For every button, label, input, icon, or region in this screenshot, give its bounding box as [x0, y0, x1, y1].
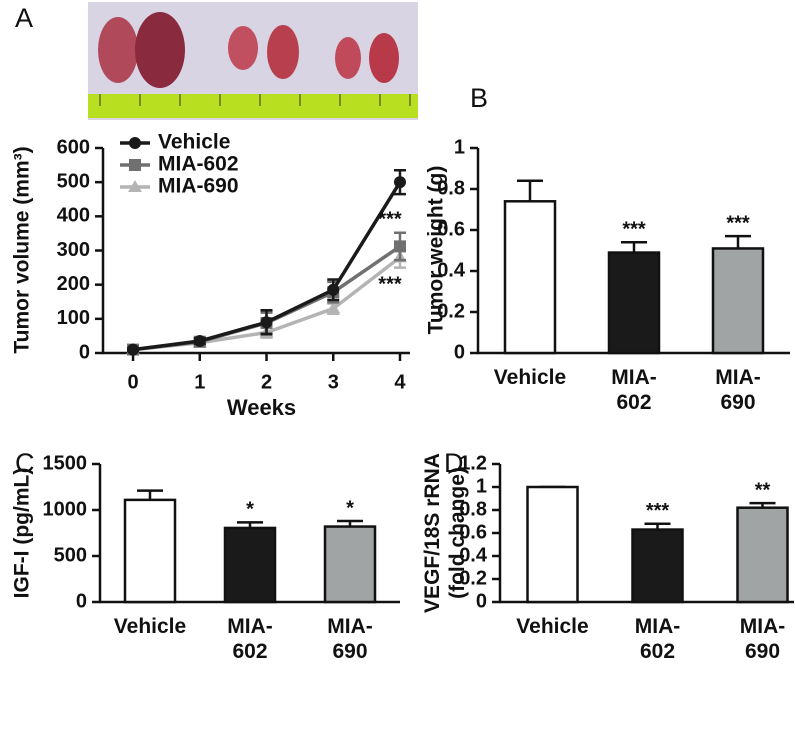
legend-marker — [128, 180, 142, 192]
bar — [323, 525, 377, 604]
x-tick-label: Vehicle — [493, 366, 567, 389]
y-axis-label: VEGF/18S rRNA (fold change) — [421, 453, 469, 613]
significance: *** — [726, 212, 750, 234]
bar — [711, 247, 765, 355]
y-tick-label: 400 — [57, 205, 90, 227]
bar — [223, 526, 277, 604]
significance: ** — [755, 479, 771, 501]
y-tick-label: 0 — [79, 341, 90, 363]
bar — [526, 485, 579, 604]
tumor-photo — [88, 2, 418, 120]
x-tick-label: Vehicle — [516, 615, 589, 638]
y-tick-label: 0.4 — [459, 544, 488, 566]
x-tick-label: MIA- 602 — [611, 366, 657, 414]
x-tick-label: MIA- 690 — [739, 615, 786, 663]
y-axis-label: Tumor volume (mm³) — [10, 146, 34, 354]
bar — [736, 506, 789, 604]
x-tick-label: MIA- 602 — [227, 615, 273, 663]
x-tick-label: MIA- 690 — [715, 366, 761, 414]
significance: *** — [622, 219, 646, 241]
bar — [607, 251, 661, 355]
y-tick-label: 1500 — [43, 452, 88, 474]
y-axis-label: IGF-I (pg/mL) — [10, 467, 34, 599]
point — [393, 176, 406, 189]
y-tick-label: 500 — [54, 544, 87, 566]
y-tick-label: 1 — [454, 136, 465, 158]
point — [127, 343, 140, 356]
y-tick-label: 300 — [57, 239, 90, 261]
panel-label: B — [470, 83, 488, 113]
legend-label: MIA-690 — [158, 175, 239, 198]
legend-label: Vehicle — [158, 131, 230, 154]
y-tick-label: 600 — [57, 136, 90, 158]
legend-marker — [129, 137, 141, 149]
y-tick-label: 0.2 — [437, 300, 465, 322]
bar — [123, 498, 177, 604]
y-tick-label: 1 — [476, 475, 487, 497]
panel-label: D — [444, 448, 464, 478]
y-tick-label: 0.2 — [459, 567, 487, 589]
y-tick-label: 0.4 — [437, 259, 466, 281]
x-tick-label: 2 — [261, 371, 272, 393]
y-tick-label: 1000 — [43, 498, 88, 520]
y-tick-label: 0.8 — [437, 177, 465, 199]
point — [193, 335, 206, 348]
x-tick-label: 4 — [394, 371, 406, 393]
x-tick-label: 1 — [194, 371, 205, 393]
point — [393, 240, 406, 253]
bar — [631, 528, 684, 604]
significance: *** — [378, 209, 402, 231]
x-tick-label: MIA- 690 — [327, 615, 373, 663]
significance: * — [246, 499, 254, 521]
legend-label: MIA-602 — [158, 153, 239, 176]
panel-label: A — [15, 3, 33, 33]
x-tick-label: 3 — [328, 371, 339, 393]
y-tick-label: 500 — [57, 170, 90, 192]
bar — [503, 200, 557, 355]
y-tick-label: 200 — [57, 273, 90, 295]
significance: *** — [646, 500, 670, 522]
point — [260, 316, 273, 329]
significance: *** — [378, 274, 402, 296]
y-tick-label: 100 — [57, 307, 90, 329]
x-tick-label: 0 — [127, 371, 138, 393]
x-tick-label: Vehicle — [113, 615, 187, 638]
y-tick-label: 0.6 — [437, 218, 465, 240]
y-tick-label: 0 — [76, 590, 87, 612]
point — [327, 283, 340, 296]
x-tick-label: MIA- 602 — [634, 615, 681, 663]
panel-label: C — [15, 448, 35, 478]
y-axis-label: Tumor weight (g) — [424, 165, 448, 335]
point — [326, 301, 341, 314]
y-tick-label: 0.6 — [459, 521, 487, 543]
significance: * — [346, 497, 354, 519]
y-tick-label: 1.2 — [459, 452, 487, 474]
y-tick-label: 0.8 — [459, 498, 487, 520]
x-axis-label: Weeks — [227, 395, 296, 420]
legend-marker — [129, 159, 141, 171]
y-tick-label: 0 — [476, 590, 487, 612]
y-tick-label: 0 — [454, 341, 465, 363]
